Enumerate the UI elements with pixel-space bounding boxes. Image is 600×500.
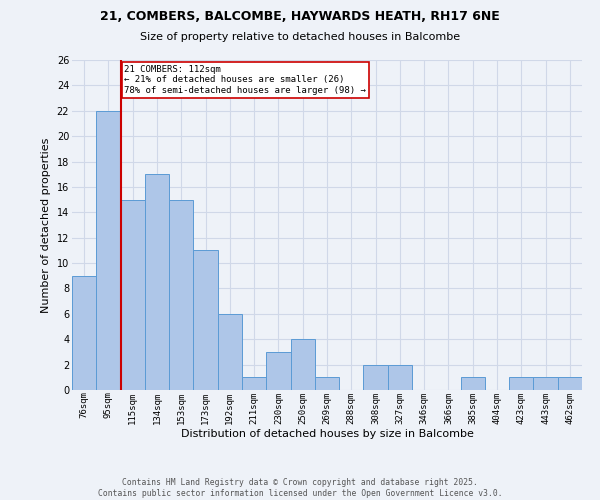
Bar: [145, 174, 169, 390]
Bar: [533, 378, 558, 390]
Bar: [242, 378, 266, 390]
Text: 21 COMBERS: 112sqm
← 21% of detached houses are smaller (26)
78% of semi-detache: 21 COMBERS: 112sqm ← 21% of detached hou…: [124, 65, 366, 95]
Bar: [266, 352, 290, 390]
Bar: [315, 378, 339, 390]
Bar: [461, 378, 485, 390]
Bar: [364, 364, 388, 390]
Bar: [193, 250, 218, 390]
Text: Size of property relative to detached houses in Balcombe: Size of property relative to detached ho…: [140, 32, 460, 42]
Bar: [558, 378, 582, 390]
X-axis label: Distribution of detached houses by size in Balcombe: Distribution of detached houses by size …: [181, 429, 473, 439]
Bar: [96, 111, 121, 390]
Bar: [72, 276, 96, 390]
Bar: [388, 364, 412, 390]
Bar: [121, 200, 145, 390]
Bar: [509, 378, 533, 390]
Text: 21, COMBERS, BALCOMBE, HAYWARDS HEATH, RH17 6NE: 21, COMBERS, BALCOMBE, HAYWARDS HEATH, R…: [100, 10, 500, 23]
Bar: [169, 200, 193, 390]
Bar: [218, 314, 242, 390]
Text: Contains HM Land Registry data © Crown copyright and database right 2025.
Contai: Contains HM Land Registry data © Crown c…: [98, 478, 502, 498]
Bar: [290, 339, 315, 390]
Y-axis label: Number of detached properties: Number of detached properties: [41, 138, 51, 312]
